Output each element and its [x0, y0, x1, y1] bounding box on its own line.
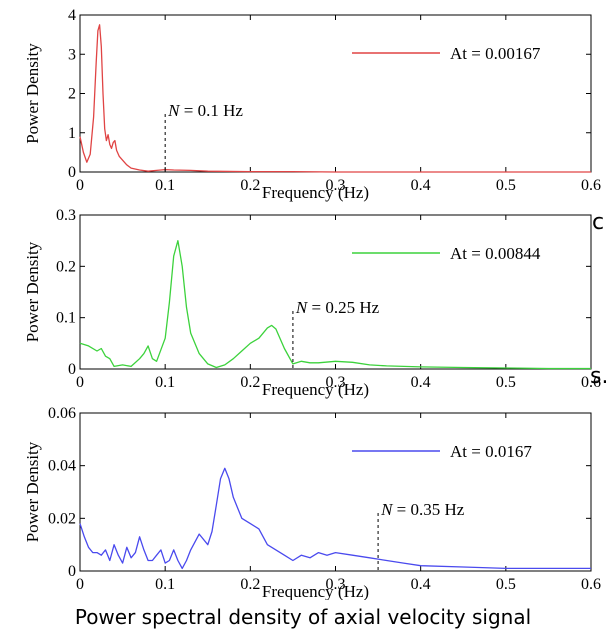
annotation-label: N = 0.1 Hz	[167, 101, 243, 120]
chart-3: 0 0.02 0.04 0.06 0 0.1 0.2 0.3 0.4 0.5 0.6 Frequenc…	[23, 405, 601, 601]
x-tick-label: 0	[76, 177, 84, 194]
y-tick-label: 2	[68, 86, 76, 103]
y-tick-label: 0	[68, 164, 76, 181]
series-line	[79, 24, 591, 173]
series-line	[79, 467, 591, 570]
y-tick-label: 0.02	[48, 510, 76, 527]
annotation-symbol: N	[295, 298, 309, 317]
x-tick-label: 0	[76, 576, 84, 593]
annotation-value: = 0.25 Hz	[307, 298, 379, 317]
x-axis-label: Frequency (Hz)	[262, 183, 369, 202]
x-tick-label: 0.3	[326, 576, 346, 593]
x-tick-label: 0.2	[240, 177, 260, 194]
annotation-value: = 0.35 Hz	[392, 500, 464, 519]
y-tick-label: 0	[68, 361, 76, 378]
psd-figure-svg: 0 1 2 3 4 0 0.1 0.2 0.3 0.4 0.5 0.6 Frequency (Hz) Po…	[23, 7, 601, 601]
legend-label: At = 0.00844	[450, 244, 541, 263]
y-tick-label: 0.1	[56, 310, 76, 327]
x-tick-label: 0.2	[240, 374, 260, 391]
x-axis-label: Frequency (Hz)	[262, 582, 369, 600]
y-axis-label: Power Density	[23, 241, 42, 342]
y-tick-label: 3	[68, 46, 76, 63]
x-tick-label: 0.4	[411, 576, 431, 593]
series-line	[79, 240, 591, 370]
y-tick-label: 0.06	[48, 405, 76, 422]
x-tick-label: 0.1	[155, 576, 175, 593]
legend-label: At = 0.0167	[450, 442, 532, 461]
x-tick-label: 0.5	[496, 576, 516, 593]
plot-frame	[79, 14, 592, 173]
y-tick-label: 1	[68, 125, 76, 142]
plot-frame	[79, 412, 592, 572]
legend-label: At = 0.00167	[450, 44, 541, 63]
x-tick-label: 0.6	[581, 374, 601, 391]
x-tick-label: 0.5	[496, 177, 516, 194]
x-tick-label: 0.3	[326, 177, 346, 194]
annotation-symbol: N	[380, 500, 394, 519]
x-tick-label: 0.4	[411, 374, 431, 391]
y-axis-label: Power Density	[23, 441, 42, 542]
x-tick-label: 0.4	[411, 177, 431, 194]
x-tick-label: 0.6	[581, 576, 601, 593]
x-axis-label: Frequency (Hz)	[262, 380, 369, 399]
x-tick-label: 0.3	[326, 374, 346, 391]
y-tick-label: 0	[68, 563, 76, 580]
annotation-value: = 0.1 Hz	[180, 101, 244, 120]
y-axis-label: Power Density	[23, 43, 42, 144]
y-tick-label: 0.3	[56, 207, 76, 224]
y-tick-label: 4	[68, 7, 76, 24]
edge-fragment-c: c	[592, 210, 605, 235]
y-tick-label: 0.04	[48, 458, 76, 475]
x-tick-label: 0.1	[155, 374, 175, 391]
plot-frame	[79, 214, 592, 370]
annotation-symbol: N	[167, 101, 181, 120]
chart-1: 0 1 2 3 4 0 0.1 0.2 0.3 0.4 0.5 0.6 Frequency (Hz) Po…	[23, 7, 601, 202]
x-tick-label: 0.5	[496, 374, 516, 391]
annotation-label: N = 0.35 Hz	[380, 500, 465, 519]
annotation-label: N = 0.25 Hz	[295, 298, 380, 317]
figure-caption: Power spectral density of axial velocity…	[74, 605, 532, 629]
x-tick-label: 0.2	[240, 576, 260, 593]
chart-2: 0 0.1 0.2 0.3 0 0.1 0.2 0.3 0.4 0.5 0.6 Frequency (…	[23, 207, 601, 399]
x-tick-label: 0.6	[581, 177, 601, 194]
x-tick-label: 0	[76, 374, 84, 391]
y-tick-label: 0.2	[56, 258, 76, 275]
edge-fragment-s: s.	[590, 364, 606, 389]
x-tick-label: 0.1	[155, 177, 175, 194]
